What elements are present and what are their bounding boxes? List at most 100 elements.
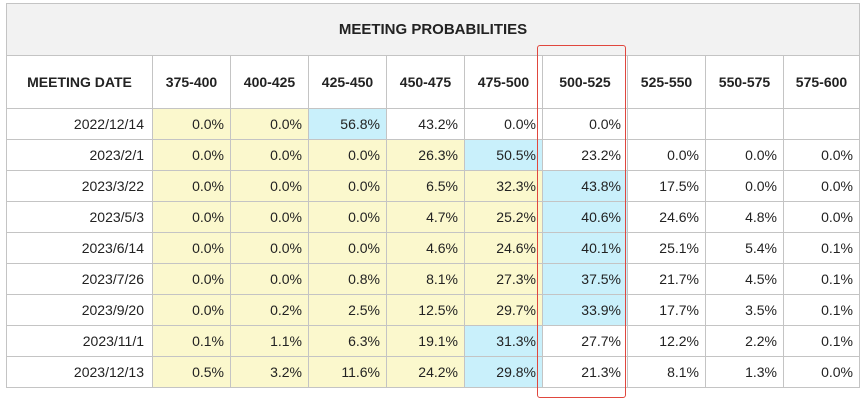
meeting-date-cell: 2023/3/22: [6, 170, 153, 202]
probability-cell: 0.0%: [152, 263, 231, 295]
table-row: 2022/12/14 0.0% 0.0% 56.8% 43.2% 0.0% 0.0%: [6, 108, 860, 140]
probability-cell: 4.6%: [386, 232, 465, 264]
probability-cell: 0.0%: [152, 294, 231, 326]
probability-cell: 0.0%: [308, 170, 387, 202]
column-header-550-575: 550-575: [705, 55, 784, 109]
probability-cell: 33.9%: [542, 294, 628, 326]
probability-cell: 43.8%: [542, 170, 628, 202]
probability-cell: 12.2%: [627, 325, 706, 357]
probability-cell: 8.1%: [386, 263, 465, 295]
probability-cell: 37.5%: [542, 263, 628, 295]
probability-cell: 6.3%: [308, 325, 387, 357]
probability-cell: 0.5%: [152, 356, 231, 388]
probability-cell: [783, 108, 860, 140]
probability-cell: 19.1%: [386, 325, 465, 357]
column-header-450-475: 450-475: [386, 55, 465, 109]
meeting-date-cell: 2023/6/14: [6, 232, 153, 264]
probability-cell: 0.0%: [308, 139, 387, 171]
table-row: 2023/3/22 0.0% 0.0% 0.0% 6.5% 32.3% 43.8% 17.5%…: [6, 170, 860, 202]
probability-cell: 24.6%: [627, 201, 706, 233]
probability-cell: 25.1%: [627, 232, 706, 264]
probability-cell: 32.3%: [464, 170, 543, 202]
column-header-575-600: 575-600: [783, 55, 860, 109]
probability-cell: 0.8%: [308, 263, 387, 295]
probability-cell: 0.2%: [230, 294, 309, 326]
probability-cell: 3.2%: [230, 356, 309, 388]
probability-cell: 0.0%: [308, 201, 387, 233]
probability-cell: 0.0%: [230, 170, 309, 202]
probability-cell: 2.5%: [308, 294, 387, 326]
probability-cell: 1.1%: [230, 325, 309, 357]
probability-cell: 0.0%: [308, 232, 387, 264]
table-row: 2023/5/3 0.0% 0.0% 0.0% 4.7% 25.2% 40.6% 24.6% 4…: [6, 201, 860, 233]
probability-cell: 0.0%: [230, 263, 309, 295]
meeting-date-cell: 2023/11/1: [6, 325, 153, 357]
probability-table: MEETING PROBABILITIES MEETING DATE 375-40…: [6, 3, 860, 388]
probability-cell: 31.3%: [464, 325, 543, 357]
probability-cell: 0.0%: [783, 139, 860, 171]
probability-cell: 0.0%: [152, 139, 231, 171]
probability-cell: 5.4%: [705, 232, 784, 264]
probability-cell: 0.1%: [152, 325, 231, 357]
probability-cell: 25.2%: [464, 201, 543, 233]
probability-cell: 0.0%: [627, 139, 706, 171]
probability-cell: 0.0%: [230, 201, 309, 233]
probability-cell: 4.7%: [386, 201, 465, 233]
column-header-525-550: 525-550: [627, 55, 706, 109]
probability-cell: 0.0%: [152, 108, 231, 140]
probability-cell: 3.5%: [705, 294, 784, 326]
probability-cell: 27.3%: [464, 263, 543, 295]
column-header-475-500: 475-500: [464, 55, 543, 109]
table-row: 2023/9/20 0.0% 0.2% 2.5% 12.5% 29.7% 33.9% 17.7…: [6, 294, 860, 326]
probability-cell: 12.5%: [386, 294, 465, 326]
probability-cell: 29.7%: [464, 294, 543, 326]
probability-cell: 0.1%: [783, 325, 860, 357]
probability-cell: 0.0%: [152, 201, 231, 233]
probability-cell: 40.6%: [542, 201, 628, 233]
probability-cell: 0.1%: [783, 232, 860, 264]
column-header-meeting-date: MEETING DATE: [6, 55, 153, 109]
probability-cell: 17.7%: [627, 294, 706, 326]
meeting-date-cell: 2023/9/20: [6, 294, 153, 326]
probability-cell: 40.1%: [542, 232, 628, 264]
probability-cell: 50.5%: [464, 139, 543, 171]
table-row: 2023/6/14 0.0% 0.0% 0.0% 4.6% 24.6% 40.1% 25.1%…: [6, 232, 860, 264]
probability-cell: 0.0%: [783, 170, 860, 202]
probability-cell: 11.6%: [308, 356, 387, 388]
probability-cell: 1.3%: [705, 356, 784, 388]
column-header-400-425: 400-425: [230, 55, 309, 109]
probability-cell: 4.5%: [705, 263, 784, 295]
meeting-date-cell: 2023/7/26: [6, 263, 153, 295]
meeting-date-cell: 2022/12/14: [6, 108, 153, 140]
probability-cell: 0.0%: [230, 232, 309, 264]
probability-cell: 17.5%: [627, 170, 706, 202]
probability-cell: 21.7%: [627, 263, 706, 295]
probability-cell: 0.0%: [230, 108, 309, 140]
probability-cell: 0.0%: [152, 232, 231, 264]
probability-cell: 0.0%: [783, 356, 860, 388]
column-header-500-525: 500-525: [542, 55, 628, 109]
probability-cell: 23.2%: [542, 139, 628, 171]
table-row: 2023/7/26 0.0% 0.0% 0.8% 8.1% 27.3% 37.5% 21.7%…: [6, 263, 860, 295]
probability-cell: 24.2%: [386, 356, 465, 388]
meeting-date-cell: 2023/5/3: [6, 201, 153, 233]
probability-cell: 29.8%: [464, 356, 543, 388]
column-header-375-400: 375-400: [152, 55, 231, 109]
table-title: MEETING PROBABILITIES: [6, 3, 860, 56]
probability-cell: 43.2%: [386, 108, 465, 140]
probability-cell: 6.5%: [386, 170, 465, 202]
probability-cell: 0.0%: [152, 170, 231, 202]
table-body: 2022/12/14 0.0% 0.0% 56.8% 43.2% 0.0% 0.0% 2023…: [6, 108, 860, 388]
probability-cell: 2.2%: [705, 325, 784, 357]
probability-cell: 26.3%: [386, 139, 465, 171]
probability-cell: 27.7%: [542, 325, 628, 357]
meeting-date-cell: 2023/2/1: [6, 139, 153, 171]
probability-cell: [627, 108, 706, 140]
probability-cell: [705, 108, 784, 140]
probability-cell: 24.6%: [464, 232, 543, 264]
column-header-425-450: 425-450: [308, 55, 387, 109]
probability-cell: 0.0%: [783, 201, 860, 233]
probability-cell: 0.0%: [464, 108, 543, 140]
probability-cell: 0.0%: [542, 108, 628, 140]
